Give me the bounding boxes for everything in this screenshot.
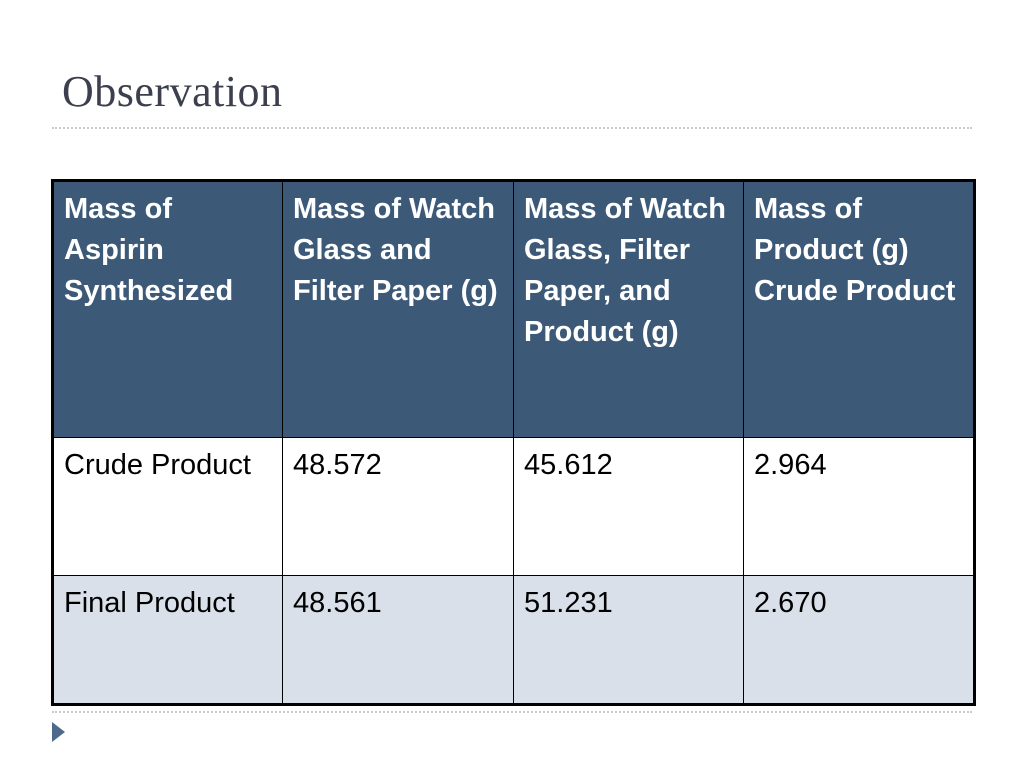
table-row: Crude Product 48.572 45.612 2.964 [53,438,975,576]
slide-title: Observation [62,66,283,118]
table-cell: Crude Product [53,438,283,576]
observation-table: Mass of Aspirin Synthesized Mass of Watc… [51,179,976,706]
table-cell: Final Product [53,576,283,705]
table-cell: 51.231 [514,576,744,705]
column-header: Mass of Product (g) Crude Product [744,181,975,438]
column-header: Mass of Watch Glass, Filter Paper, and P… [514,181,744,438]
table-cell: 48.572 [283,438,514,576]
column-header: Mass of Watch Glass and Filter Paper (g) [283,181,514,438]
table-cell: 48.561 [283,576,514,705]
column-header: Mass of Aspirin Synthesized [53,181,283,438]
triangle-right-icon [52,722,65,742]
table-row: Final Product 48.561 51.231 2.670 [53,576,975,705]
table-cell: 2.964 [744,438,975,576]
table-cell: 45.612 [514,438,744,576]
table-header-row: Mass of Aspirin Synthesized Mass of Watc… [53,181,975,438]
footer-divider [52,711,972,713]
table-cell: 2.670 [744,576,975,705]
title-divider [52,127,972,129]
